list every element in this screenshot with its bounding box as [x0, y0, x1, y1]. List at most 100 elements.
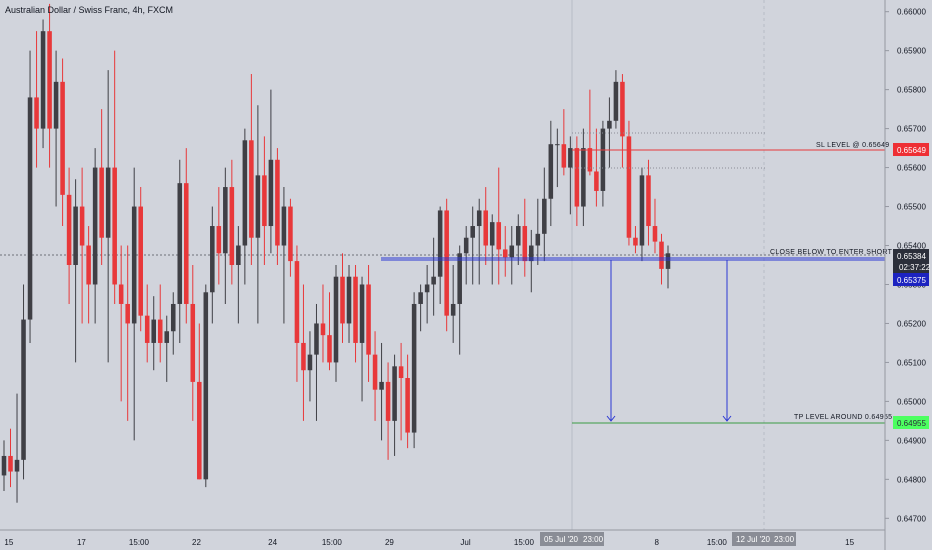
- candle-body: [405, 378, 410, 433]
- candle-body: [86, 245, 91, 285]
- candle: [314, 303, 319, 421]
- candle: [14, 393, 20, 503]
- candle: [652, 198, 658, 254]
- candle-body: [620, 81, 625, 137]
- target-arrow-left: [606, 260, 616, 422]
- candle: [21, 284, 26, 480]
- candle-body: [665, 253, 671, 269]
- candle: [529, 229, 534, 293]
- price-tick-label: 0.65900: [897, 47, 926, 56]
- candle-body: [1, 455, 7, 476]
- candle-body: [216, 226, 222, 254]
- candle-body: [515, 226, 521, 246]
- candle-body: [431, 276, 436, 285]
- price-tick-label: 0.65500: [897, 203, 926, 212]
- candle: [496, 167, 502, 285]
- candle-body: [652, 226, 658, 242]
- time-tick-label: 29: [385, 538, 394, 547]
- candle: [27, 50, 33, 343]
- time-tick-label: 15:00: [514, 538, 535, 547]
- candle-body: [197, 381, 202, 480]
- time-tick-label: 15: [845, 538, 854, 547]
- candle: [1, 440, 7, 492]
- candle: [646, 159, 651, 246]
- candle: [659, 233, 664, 285]
- time-highlight-left: 05 Jul '20 23:00: [540, 532, 604, 546]
- candle: [509, 226, 515, 285]
- price-tick-label: 0.64900: [897, 436, 926, 445]
- candle-body: [236, 245, 241, 265]
- candle: [561, 109, 567, 176]
- candle: [359, 276, 365, 402]
- candle-body: [522, 226, 528, 262]
- candle-body: [392, 366, 397, 421]
- candle: [392, 354, 397, 456]
- candle: [144, 284, 150, 363]
- candle-body: [659, 241, 664, 269]
- candle-body: [418, 292, 423, 304]
- candle: [483, 187, 489, 265]
- candle: [333, 265, 339, 382]
- tp-level-note: TP LEVEL AROUND 0.64955: [794, 414, 892, 421]
- candle-body: [594, 171, 599, 191]
- sl-price-tag-text: 0.65649: [897, 146, 926, 155]
- time-highlight-left-time: 23:00: [583, 535, 604, 544]
- candle: [463, 226, 469, 285]
- candle: [288, 198, 293, 277]
- time-tick-label: Jul: [460, 538, 470, 547]
- candle: [249, 74, 254, 265]
- candle: [210, 206, 215, 324]
- candle-body: [92, 167, 98, 285]
- candle-body: [314, 323, 319, 355]
- candle-body: [105, 167, 111, 238]
- candle: [138, 187, 143, 332]
- countdown-text: 02:37:22: [899, 263, 931, 272]
- time-axis[interactable]: 15 17 15:00 22 24 15:00 29 Jul 15:00 8 15:00 15: [0, 529, 885, 547]
- time-tick-label: 24: [268, 538, 277, 547]
- candle-body: [262, 175, 267, 227]
- candle-body: [463, 237, 469, 254]
- candle-body: [626, 136, 632, 238]
- candle-body: [157, 319, 163, 343]
- candle: [281, 187, 287, 324]
- candle-body: [131, 206, 137, 324]
- candle-body: [151, 319, 157, 343]
- candle-body: [53, 81, 59, 129]
- candle: [53, 50, 59, 207]
- candle-body: [470, 226, 475, 238]
- candle: [431, 237, 436, 316]
- candle: [418, 284, 423, 332]
- candle-body: [294, 261, 300, 343]
- price-tick-label: 0.65600: [897, 164, 926, 173]
- candle: [118, 245, 124, 402]
- candle-body: [60, 81, 65, 195]
- time-highlight-right-date: 12 Jul '20: [736, 535, 771, 544]
- candle: [151, 296, 157, 371]
- time-highlight-left-date: 05 Jul '20: [544, 535, 579, 544]
- entry-price-tag: 0.65375: [893, 273, 929, 286]
- candle-body: [639, 175, 645, 246]
- candle-body: [346, 276, 352, 324]
- time-tick-label: 15:00: [129, 538, 150, 547]
- entry-price-tag-text: 0.65375: [897, 276, 926, 285]
- time-tick-label: 15:00: [707, 538, 728, 547]
- candle-body: [574, 148, 580, 207]
- candle: [92, 148, 98, 324]
- tp-price-tag: 0.64955: [893, 416, 929, 429]
- candle: [203, 284, 209, 488]
- candle: [177, 159, 183, 343]
- candle-body: [366, 284, 371, 355]
- candle: [620, 74, 625, 168]
- candle: [327, 292, 332, 371]
- candle: [79, 167, 85, 324]
- candle-body: [476, 210, 482, 227]
- candle: [66, 167, 72, 304]
- time-tick-label: 8: [654, 538, 659, 547]
- candle: [73, 179, 78, 363]
- candle: [450, 265, 456, 343]
- candle: [170, 292, 176, 355]
- candle: [555, 128, 560, 188]
- candle: [476, 198, 482, 285]
